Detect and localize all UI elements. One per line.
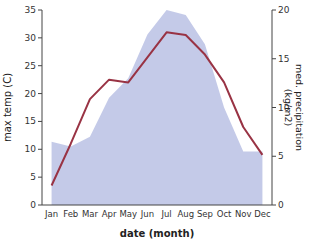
x-tick-label: Jun [140,209,154,219]
y-tick [38,65,42,66]
chart: 0510152025303505101520JanFebMarAprMayJun… [0,0,318,247]
y2-tick-label: 5 [278,151,284,161]
y-tick-label: 35 [25,5,36,15]
y-tick [38,37,42,38]
x-tick-label: Apr [102,209,117,219]
y-tick-label: 25 [25,61,36,71]
y2-tick [272,205,276,206]
y2-tick-label: 15 [278,54,289,64]
y-tick [38,205,42,206]
x-tick-label: May [119,209,137,219]
y-axis-title: max temp (C) [2,73,13,142]
y-tick-label: 0 [30,200,36,210]
y2-tick-label: 20 [278,5,290,15]
y-axis-line [42,10,43,205]
y-tick [38,149,42,150]
y-tick [38,121,42,122]
x-tick-label: Jan [44,209,58,219]
y-tick-label: 15 [25,116,36,126]
precipitation-area [52,10,263,205]
y-tick [38,177,42,178]
y-tick-label: 10 [25,144,37,154]
x-tick-label: Oct [217,209,232,219]
y2-tick [272,58,276,59]
y-tick-label: 30 [25,33,37,43]
y2-tick [272,10,276,11]
x-tick-label: Nov [235,209,252,219]
y-tick-label: 5 [30,172,36,182]
y2-tick [272,107,276,108]
x-axis-line [42,205,272,206]
y-tick [38,93,42,94]
temperature-line [52,32,263,185]
x-tick-label: Aug [177,209,194,219]
x-tick-label: Dec [254,209,271,219]
y-tick-label: 20 [25,89,37,99]
x-tick-label: Feb [63,209,78,219]
y2-tick [272,156,276,157]
y-tick [38,10,42,11]
x-tick-label: Sep [197,209,213,219]
x-tick-label: Mar [82,209,99,219]
x-tick-label: Jul [160,209,171,219]
plot-marks [52,10,263,205]
y2-axis-title: med. precipitation(kg/m2) [283,64,305,151]
y2-tick-label: 0 [278,200,284,210]
x-axis-title: date (month) [120,228,194,239]
